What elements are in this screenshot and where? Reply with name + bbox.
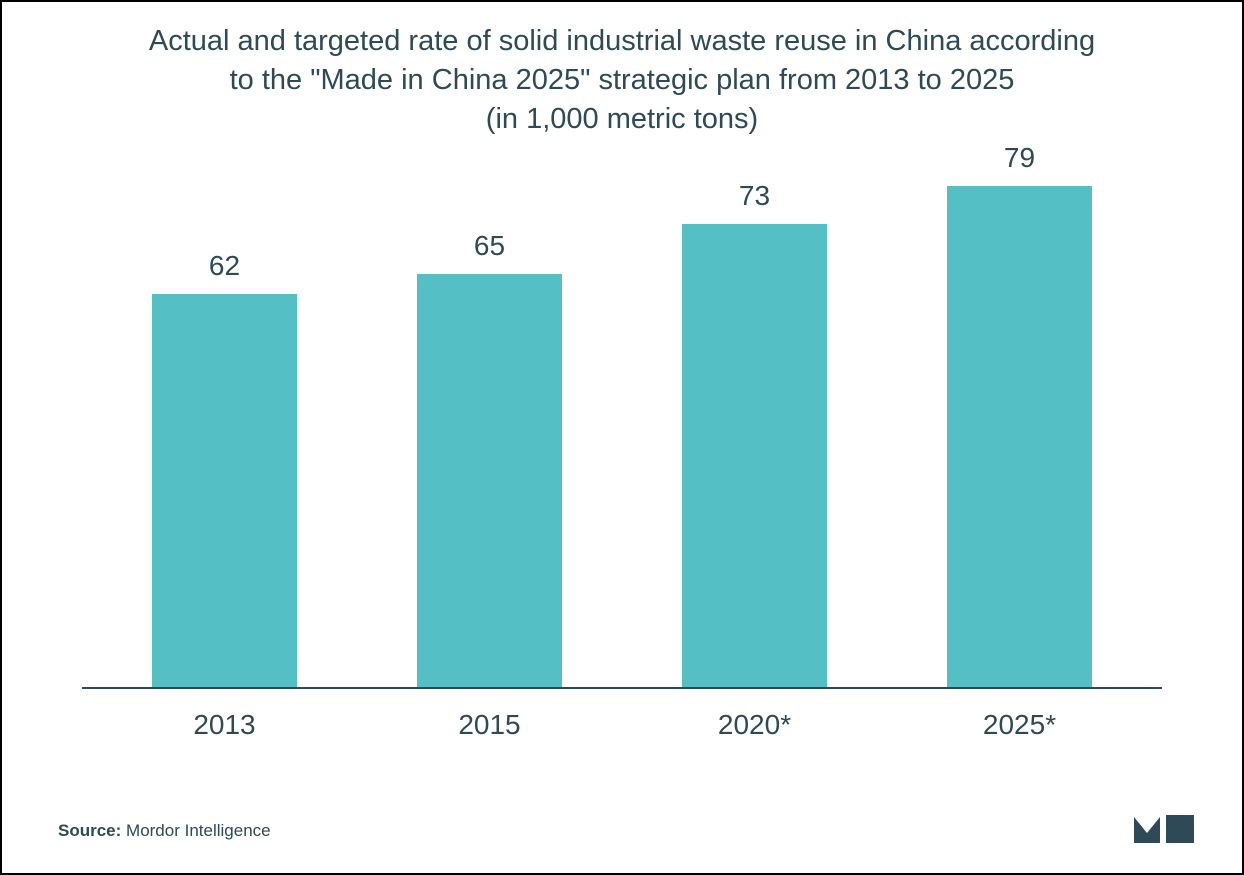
x-label: 2013 xyxy=(92,709,357,741)
x-label: 2025* xyxy=(887,709,1152,741)
bar xyxy=(947,186,1092,688)
x-label: 2015 xyxy=(357,709,622,741)
bar-group: 65 xyxy=(357,230,622,687)
bar xyxy=(417,274,562,687)
bar-value: 79 xyxy=(1004,142,1035,174)
x-label: 2020* xyxy=(622,709,887,741)
source-label: Source: xyxy=(58,821,121,840)
chart-title: Actual and targeted rate of solid indust… xyxy=(42,22,1202,139)
source-attribution: Source: Mordor Intelligence xyxy=(58,821,271,841)
mordor-logo-icon xyxy=(1134,807,1194,843)
x-axis-labels: 2013 2015 2020* 2025* xyxy=(82,689,1162,741)
bar-group: 62 xyxy=(92,250,357,688)
bar xyxy=(682,224,827,688)
chart-area: 62 65 73 79 2013 2015 2020* 2025* xyxy=(42,149,1202,833)
bar-value: 73 xyxy=(739,180,770,212)
bar-value: 65 xyxy=(474,230,505,262)
chart-container: Actual and targeted rate of solid indust… xyxy=(2,2,1242,873)
bars-wrapper: 62 65 73 79 xyxy=(82,149,1162,689)
bar xyxy=(152,294,297,688)
source-value: Mordor Intelligence xyxy=(126,821,271,840)
bar-value: 62 xyxy=(209,250,240,282)
bar-group: 73 xyxy=(622,180,887,688)
bar-group: 79 xyxy=(887,142,1152,688)
